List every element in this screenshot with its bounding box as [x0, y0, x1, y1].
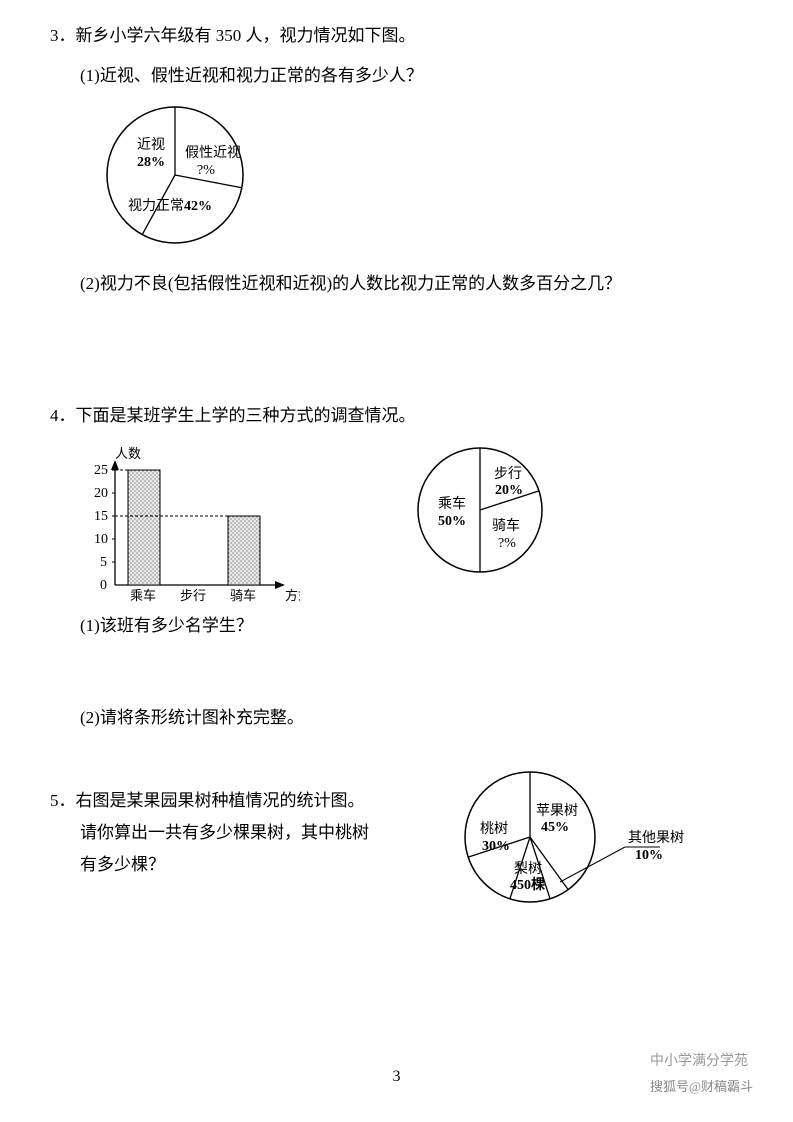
q3-slice-normal-label: 视力正常42%: [128, 198, 212, 214]
watermark: 中小学满分学苑 搜狐号@财稿霸斗: [650, 1049, 753, 1102]
y-axis-title: 人数: [115, 446, 141, 461]
q3-slice-pseudo-label: 假性近视: [185, 145, 241, 161]
q5-line2: 请你算出一共有多少棵果树，其中桃树: [50, 817, 410, 849]
xcat-0: 乘车: [130, 588, 156, 603]
question-3: 3．新乡小学六年级有 350 人，视力情况如下图。 (1)近视、假性近视和视力正…: [50, 20, 743, 300]
wm1: 中小学满分学苑: [650, 1054, 748, 1069]
q4-sub2: (2)请将条形统计图补充完整。: [50, 702, 743, 734]
q4-sub1: (1)该班有多少名学生？: [50, 610, 743, 642]
q3-slice-myopia-label: 近视: [137, 137, 165, 153]
q4-pie-chart: 乘车 50% 步行 20% 骑车 ?%: [400, 440, 560, 580]
xcat-2: 骑车: [230, 588, 256, 603]
q4-slice-walk-pct: 20%: [495, 483, 523, 498]
q4-slice-walk-label: 步行: [494, 466, 522, 482]
q5-other-pct: 10%: [635, 848, 663, 863]
ytick-0: 0: [100, 578, 107, 593]
wm2: 搜狐号@财稿霸斗: [650, 1079, 753, 1094]
question-5: 5．右图是某果园果树种植情况的统计图。 请你算出一共有多少棵果树，其中桃树 有多…: [50, 755, 743, 925]
q5-line1: 5．右图是某果园果树种植情况的统计图。: [50, 785, 410, 817]
question-4: 4．下面是某班学生上学的三种方式的调查情况。 人数 方式 0 5 10: [50, 400, 743, 735]
q4-bar-chart: 人数 方式 0 5 10 15 20 25: [80, 440, 300, 610]
q4-stem: 4．下面是某班学生上学的三种方式的调查情况。: [50, 400, 743, 432]
q4-slice-bus-label: 乘车: [438, 495, 466, 512]
q4-slice-bike-label: 骑车: [492, 517, 520, 534]
q5-apple-pct: 45%: [541, 820, 569, 835]
q5-line3: 有多少棵？: [50, 849, 410, 881]
q5-peach-label: 桃树: [480, 821, 508, 837]
q4-slice-bus-pct: 50%: [438, 514, 466, 529]
q5-peach-pct: 30%: [482, 839, 510, 854]
q5-pie-chart: 苹果树 45% 其他果树 10% 梨树 450棵 桃树 30%: [410, 755, 710, 925]
q3-sub2: (2)视力不良(包括假性近视和近视)的人数比视力正常的人数多百分之几？: [50, 268, 743, 300]
ytick-20: 20: [94, 486, 108, 501]
q4-slice-bike-pct: ?%: [498, 536, 516, 551]
q3-sub1: (1)近视、假性近视和视力正常的各有多少人？: [50, 60, 743, 92]
ytick-5: 5: [100, 555, 107, 570]
q5-apple-label: 苹果树: [536, 803, 578, 819]
q5-pear-pct: 450棵: [510, 876, 545, 893]
q3-slice-myopia-pct: 28%: [137, 155, 165, 170]
bar-bus: [128, 470, 160, 585]
ytick-10: 10: [94, 532, 108, 547]
q3-slice-pseudo-pct: ?%: [197, 163, 215, 178]
ytick-25: 25: [94, 463, 108, 478]
xcat-1: 步行: [180, 588, 206, 603]
bar-bike: [228, 516, 260, 585]
x-axis-title: 方式: [285, 588, 300, 603]
q3-pie-chart: 近视 28% 假性近视 ?% 视力正常42%: [80, 103, 743, 248]
q3-stem: 3．新乡小学六年级有 350 人，视力情况如下图。: [50, 20, 743, 52]
q5-other-label: 其他果树: [628, 830, 684, 846]
ytick-15: 15: [94, 509, 108, 524]
q5-pear-label: 梨树: [514, 861, 542, 877]
